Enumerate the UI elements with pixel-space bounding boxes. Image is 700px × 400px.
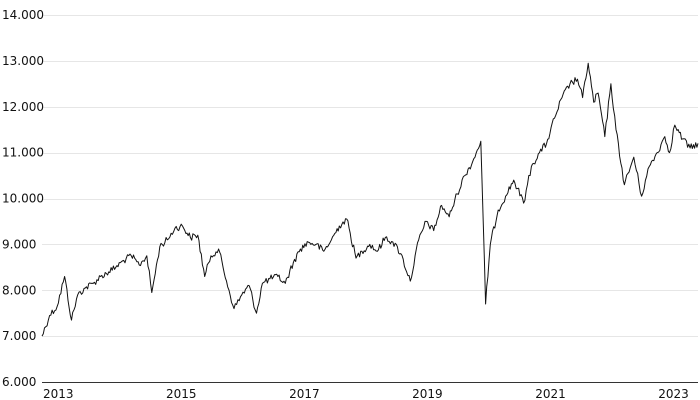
y-tick-label: 14.000 [2,8,44,22]
y-tick-label: 12.000 [2,100,44,114]
x-tick-label: 2015 [166,387,197,400]
x-tick-label: 2017 [289,387,320,400]
y-tick-label: 6.000 [2,375,36,389]
y-tick-label: 11.000 [2,146,44,160]
y-tick-label: 9.000 [2,237,36,251]
gridlines [42,15,698,337]
y-tick-label: 8.000 [2,283,36,297]
x-tick-label: 2023 [658,387,689,400]
x-tick-labels: 2013 2015 2017 2019 2021 2023 [43,387,689,400]
series-line [41,62,699,337]
x-tick-label: 2013 [43,387,74,400]
y-tick-label: 10.000 [2,192,44,206]
y-tick-label: 13.000 [2,54,44,68]
series-layer [41,62,699,337]
y-tick-label: 7.000 [2,329,36,343]
y-tick-labels: 6.000 7.000 8.000 9.000 10.000 11.000 12.000 13… [2,8,44,389]
x-tick-label: 2019 [412,387,443,400]
x-tick-label: 2021 [535,387,566,400]
